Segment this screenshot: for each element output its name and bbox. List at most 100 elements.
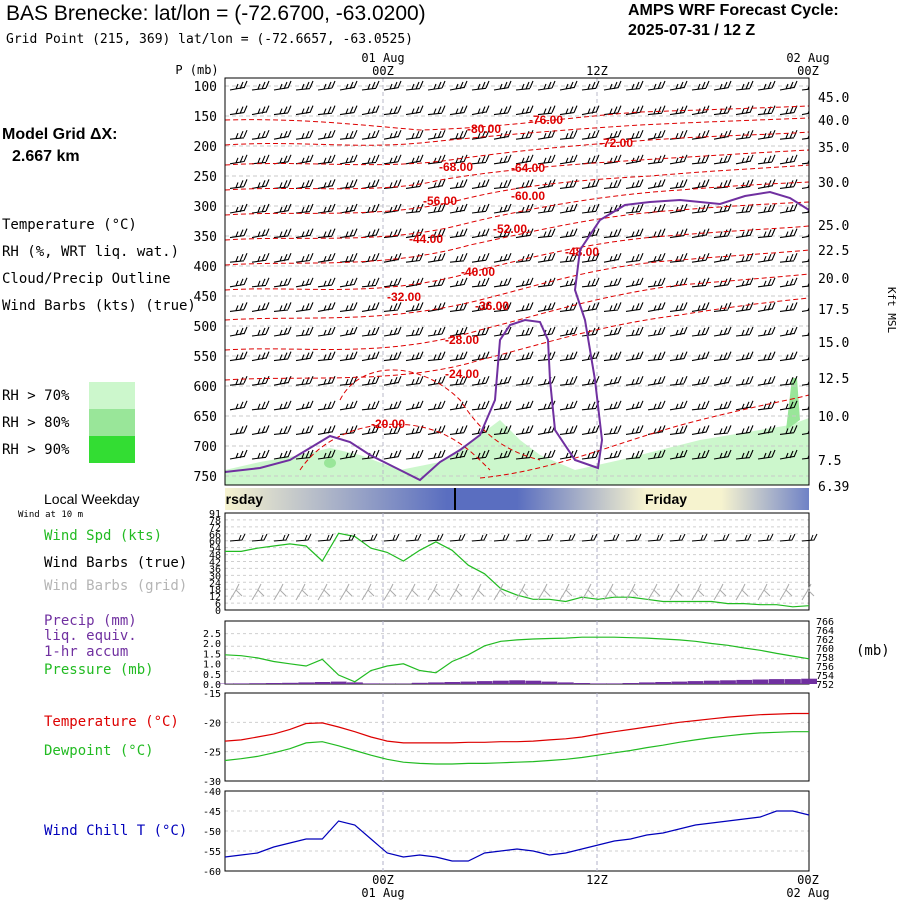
wind-barb <box>295 80 314 91</box>
wind-barb <box>361 400 380 411</box>
wind-barb-true <box>383 533 400 542</box>
wind-barb <box>317 302 336 312</box>
wind-barb <box>449 203 468 214</box>
wind-barb <box>801 404 809 411</box>
pressure-tick-label: 762 <box>816 635 834 646</box>
wind-barb-true <box>757 533 774 542</box>
wind-barb <box>251 449 270 460</box>
wind-barb <box>603 129 622 140</box>
wind-barb <box>361 277 380 288</box>
wind-barb <box>383 154 402 165</box>
wind-barb <box>669 203 688 214</box>
wind-barb <box>537 228 556 239</box>
wind-barb <box>757 449 776 460</box>
wind-barb <box>779 302 798 312</box>
wind-barb <box>581 400 600 411</box>
weekday-label: Local Weekday <box>44 491 140 507</box>
precip-accum-label: 1-hr accum <box>44 644 129 660</box>
temperature-contour <box>224 297 810 381</box>
wind-barb <box>515 129 534 140</box>
wind-barb <box>493 302 512 312</box>
wind-barb <box>537 302 556 312</box>
wind-barb <box>383 351 402 362</box>
wind-barb <box>735 351 754 362</box>
pressure-tick-label: 350 <box>194 230 217 245</box>
wind-barb <box>581 252 600 263</box>
wind-barb <box>559 277 578 288</box>
wind-barb <box>427 80 446 91</box>
wind-barb-grid <box>559 583 573 601</box>
wind-barb-grid <box>735 583 749 601</box>
precip-bar <box>541 681 558 684</box>
wind-barb-true <box>295 533 312 542</box>
wind-barb <box>361 154 380 165</box>
wind-barb <box>537 449 556 460</box>
precip-bar <box>330 681 347 684</box>
wind-barb <box>493 400 512 411</box>
wind-barb-grid <box>339 583 353 601</box>
wind-barb <box>273 105 292 116</box>
wind-barb <box>471 351 490 362</box>
precip-bar <box>314 682 331 684</box>
wind-barb <box>801 331 809 337</box>
wind-barb <box>691 302 710 312</box>
kft-tick-label: 45.0 <box>818 91 849 106</box>
wind-barb <box>251 80 270 91</box>
wind-barb-grid <box>581 583 595 601</box>
wind-barb <box>581 154 600 165</box>
wind-barb <box>559 449 578 460</box>
pressure-tick-label: 400 <box>194 260 217 275</box>
precip-bar <box>639 682 655 684</box>
top-date-right: 02 Aug <box>786 51 829 65</box>
temperature-panel-frame <box>224 692 810 782</box>
precip-bar <box>590 683 607 684</box>
wind-barb <box>713 277 732 288</box>
wind-barb <box>647 277 666 288</box>
wind-barb <box>493 326 512 337</box>
wind-barb <box>757 105 776 116</box>
wind-barb <box>251 252 270 263</box>
wind-barb <box>713 326 732 337</box>
wind-tick-label: 36 <box>209 564 221 575</box>
wind-barb <box>647 326 666 337</box>
wind-speed-line <box>225 532 810 608</box>
wind-barb <box>559 203 578 214</box>
precip-bar <box>622 683 639 684</box>
wind-barb <box>625 252 644 263</box>
temperature-contour-label: -44.00 <box>409 232 443 246</box>
wind-barb <box>713 302 732 312</box>
wind-barb <box>251 277 270 288</box>
wind-barb-true <box>339 533 356 542</box>
wind-barb <box>537 375 556 386</box>
wind-barb <box>295 449 314 460</box>
wind-barb <box>559 326 578 337</box>
cross-section-frame <box>224 77 810 486</box>
wind-barb <box>251 375 270 386</box>
precip-bar <box>525 680 542 684</box>
wind-barb <box>713 129 732 140</box>
top-tick-12z: 12Z <box>586 64 608 78</box>
wind-barb <box>471 154 490 165</box>
wind-barb <box>779 154 798 165</box>
temperature-contour-label: -76.00 <box>529 113 563 127</box>
wind-barb <box>603 252 622 263</box>
wind-barb <box>581 179 600 189</box>
temperature-contour <box>224 164 810 216</box>
rh80-region <box>786 378 800 430</box>
wind-barb <box>493 154 512 165</box>
pressure-axis-label: P (mb) <box>175 63 218 77</box>
precip-bar <box>509 680 525 684</box>
temperature-contour-label: -56.00 <box>423 194 457 208</box>
legend-rh: RH (%, WRT liq. wat.) <box>2 244 180 260</box>
wind-barb <box>361 302 380 312</box>
wind-barb <box>625 400 644 411</box>
wind-barb <box>295 351 314 362</box>
wind-barb <box>625 302 644 312</box>
wind-barb <box>427 277 446 288</box>
legend-rh80: RH > 80% <box>2 415 70 431</box>
wind-barb <box>779 252 798 263</box>
wind-barb <box>229 105 248 116</box>
wind-barb <box>625 425 644 435</box>
precip-bar <box>298 682 315 684</box>
